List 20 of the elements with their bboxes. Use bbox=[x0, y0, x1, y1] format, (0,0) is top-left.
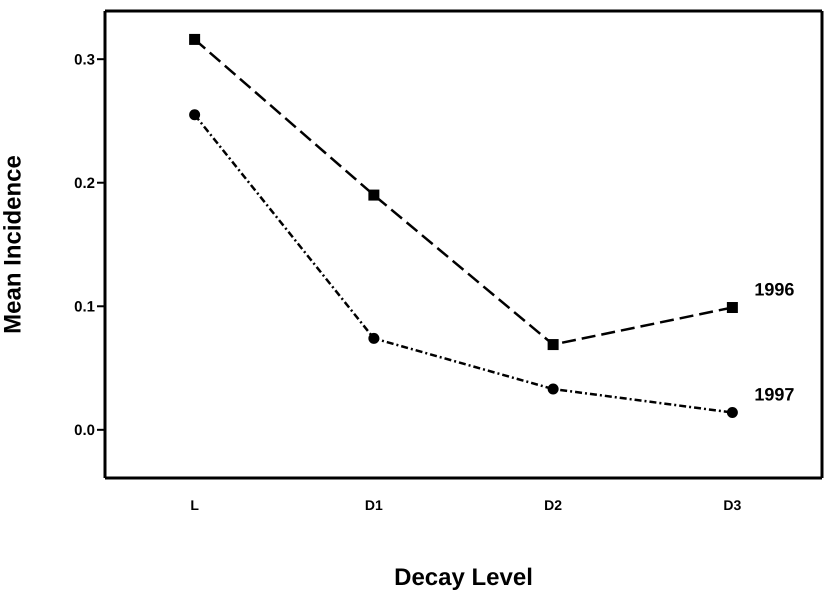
series-label: 1997 bbox=[754, 384, 794, 405]
y-axis-title: Mean Incidence bbox=[0, 155, 27, 334]
x-tick-label: D1 bbox=[364, 496, 384, 513]
x-axis-title: Decay Level bbox=[394, 564, 533, 591]
x-tick-label: L bbox=[190, 496, 200, 513]
point bbox=[368, 190, 380, 201]
point bbox=[189, 109, 200, 120]
y-tick-label: 0.3 bbox=[74, 52, 95, 69]
y-tick-label: 0.1 bbox=[74, 298, 95, 316]
series-label: 1996 bbox=[754, 280, 794, 300]
y-tick-label: 0.0 bbox=[74, 422, 95, 440]
y-tick-label: 0.2 bbox=[74, 175, 95, 192]
point bbox=[368, 332, 380, 344]
x-tick-label: D2 bbox=[544, 496, 562, 513]
x-tick-label: D3 bbox=[723, 496, 742, 513]
point bbox=[726, 407, 738, 418]
point bbox=[189, 34, 200, 45]
point bbox=[548, 384, 559, 395]
point bbox=[726, 302, 738, 314]
point bbox=[548, 339, 559, 350]
